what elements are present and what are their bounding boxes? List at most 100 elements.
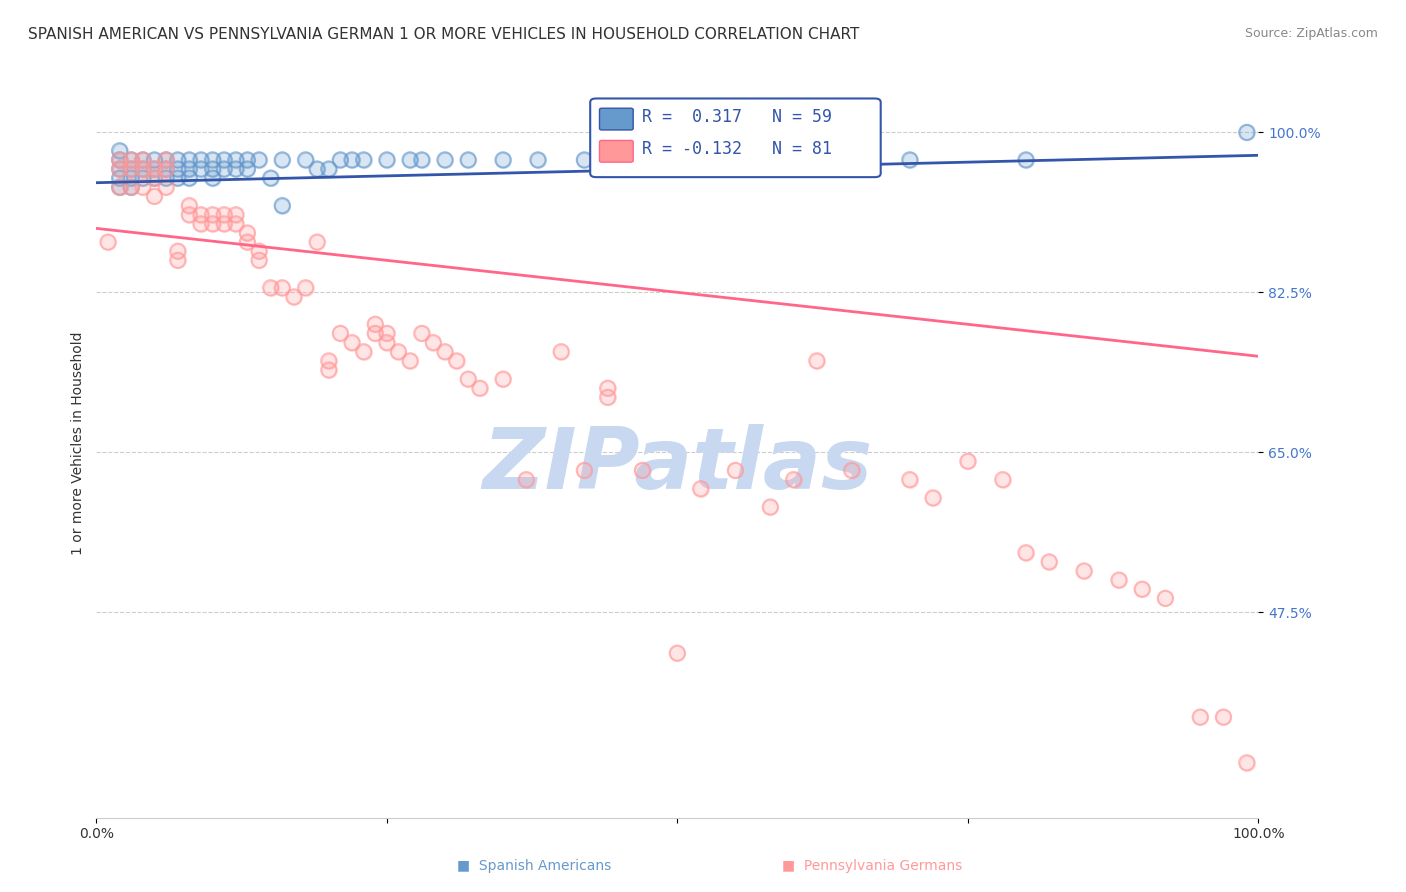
Point (340, 153, 363, 167)
Point (212, 217, 235, 231)
Point (132, 171, 155, 186)
Point (898, 153, 921, 167)
Point (97, 235, 120, 249)
Point (307, 235, 329, 249)
Point (155, 153, 177, 167)
Point (527, 153, 550, 167)
Point (433, 344, 456, 359)
Point (318, 363, 340, 377)
Point (143, 161, 166, 176)
Point (446, 354, 468, 368)
Point (108, 171, 131, 186)
Point (271, 153, 294, 167)
Point (841, 463, 863, 477)
Point (143, 153, 166, 167)
Point (574, 463, 596, 477)
Point (375, 335, 398, 350)
Point (375, 153, 398, 167)
Point (155, 153, 177, 167)
Point (155, 180, 177, 194)
Point (1038, 555, 1060, 569)
Point (759, 500, 782, 514)
Point (179, 171, 201, 186)
Point (1154, 591, 1177, 606)
Point (318, 363, 340, 377)
Point (433, 153, 456, 167)
Point (108, 180, 131, 194)
Point (166, 161, 188, 176)
Point (225, 153, 247, 167)
Point (179, 198, 201, 212)
Point (666, 646, 689, 660)
Point (574, 153, 596, 167)
Point (225, 161, 247, 176)
Text: ■  Pennsylvania Germans: ■ Pennsylvania Germans (782, 859, 962, 872)
Point (155, 171, 177, 186)
Point (329, 326, 352, 341)
Point (956, 454, 979, 468)
Point (108, 161, 131, 176)
Point (294, 281, 316, 295)
Point (550, 344, 572, 359)
Point (212, 161, 235, 176)
Point (143, 189, 166, 203)
Point (155, 153, 177, 167)
Point (247, 153, 270, 167)
Point (143, 171, 166, 186)
Point (225, 217, 247, 231)
Point (155, 161, 177, 176)
Point (294, 281, 316, 295)
Point (399, 153, 422, 167)
Point (340, 335, 363, 350)
Text: ZIPatlas: ZIPatlas (482, 424, 873, 507)
Point (492, 372, 515, 386)
Point (468, 381, 491, 395)
Point (201, 171, 224, 186)
Point (596, 390, 619, 404)
Point (201, 217, 224, 231)
Point (166, 153, 188, 167)
Point (212, 208, 235, 222)
Point (132, 153, 155, 167)
Point (922, 491, 945, 505)
Point (433, 344, 456, 359)
Point (1038, 555, 1060, 569)
Point (271, 281, 294, 295)
Point (120, 153, 142, 167)
Point (143, 189, 166, 203)
Point (179, 208, 201, 222)
Point (841, 463, 863, 477)
Point (353, 344, 375, 359)
Point (120, 153, 142, 167)
Point (132, 161, 155, 176)
Point (179, 171, 201, 186)
Point (422, 335, 444, 350)
Point (1073, 564, 1095, 578)
Point (353, 344, 375, 359)
Point (492, 372, 515, 386)
Point (375, 326, 398, 341)
Point (236, 153, 259, 167)
Point (318, 354, 340, 368)
Point (212, 153, 235, 167)
Point (375, 335, 398, 350)
Point (457, 372, 479, 386)
Point (201, 171, 224, 186)
Point (271, 198, 294, 212)
Point (411, 326, 433, 341)
Point (108, 161, 131, 176)
Point (225, 208, 247, 222)
Point (247, 253, 270, 268)
Point (724, 463, 747, 477)
Point (236, 153, 259, 167)
Point (179, 153, 201, 167)
Point (689, 482, 711, 496)
Point (375, 153, 398, 167)
Point (108, 153, 131, 167)
Point (143, 161, 166, 176)
Point (120, 180, 142, 194)
Point (120, 180, 142, 194)
Point (190, 161, 212, 176)
Point (132, 161, 155, 176)
Point (1189, 710, 1212, 724)
